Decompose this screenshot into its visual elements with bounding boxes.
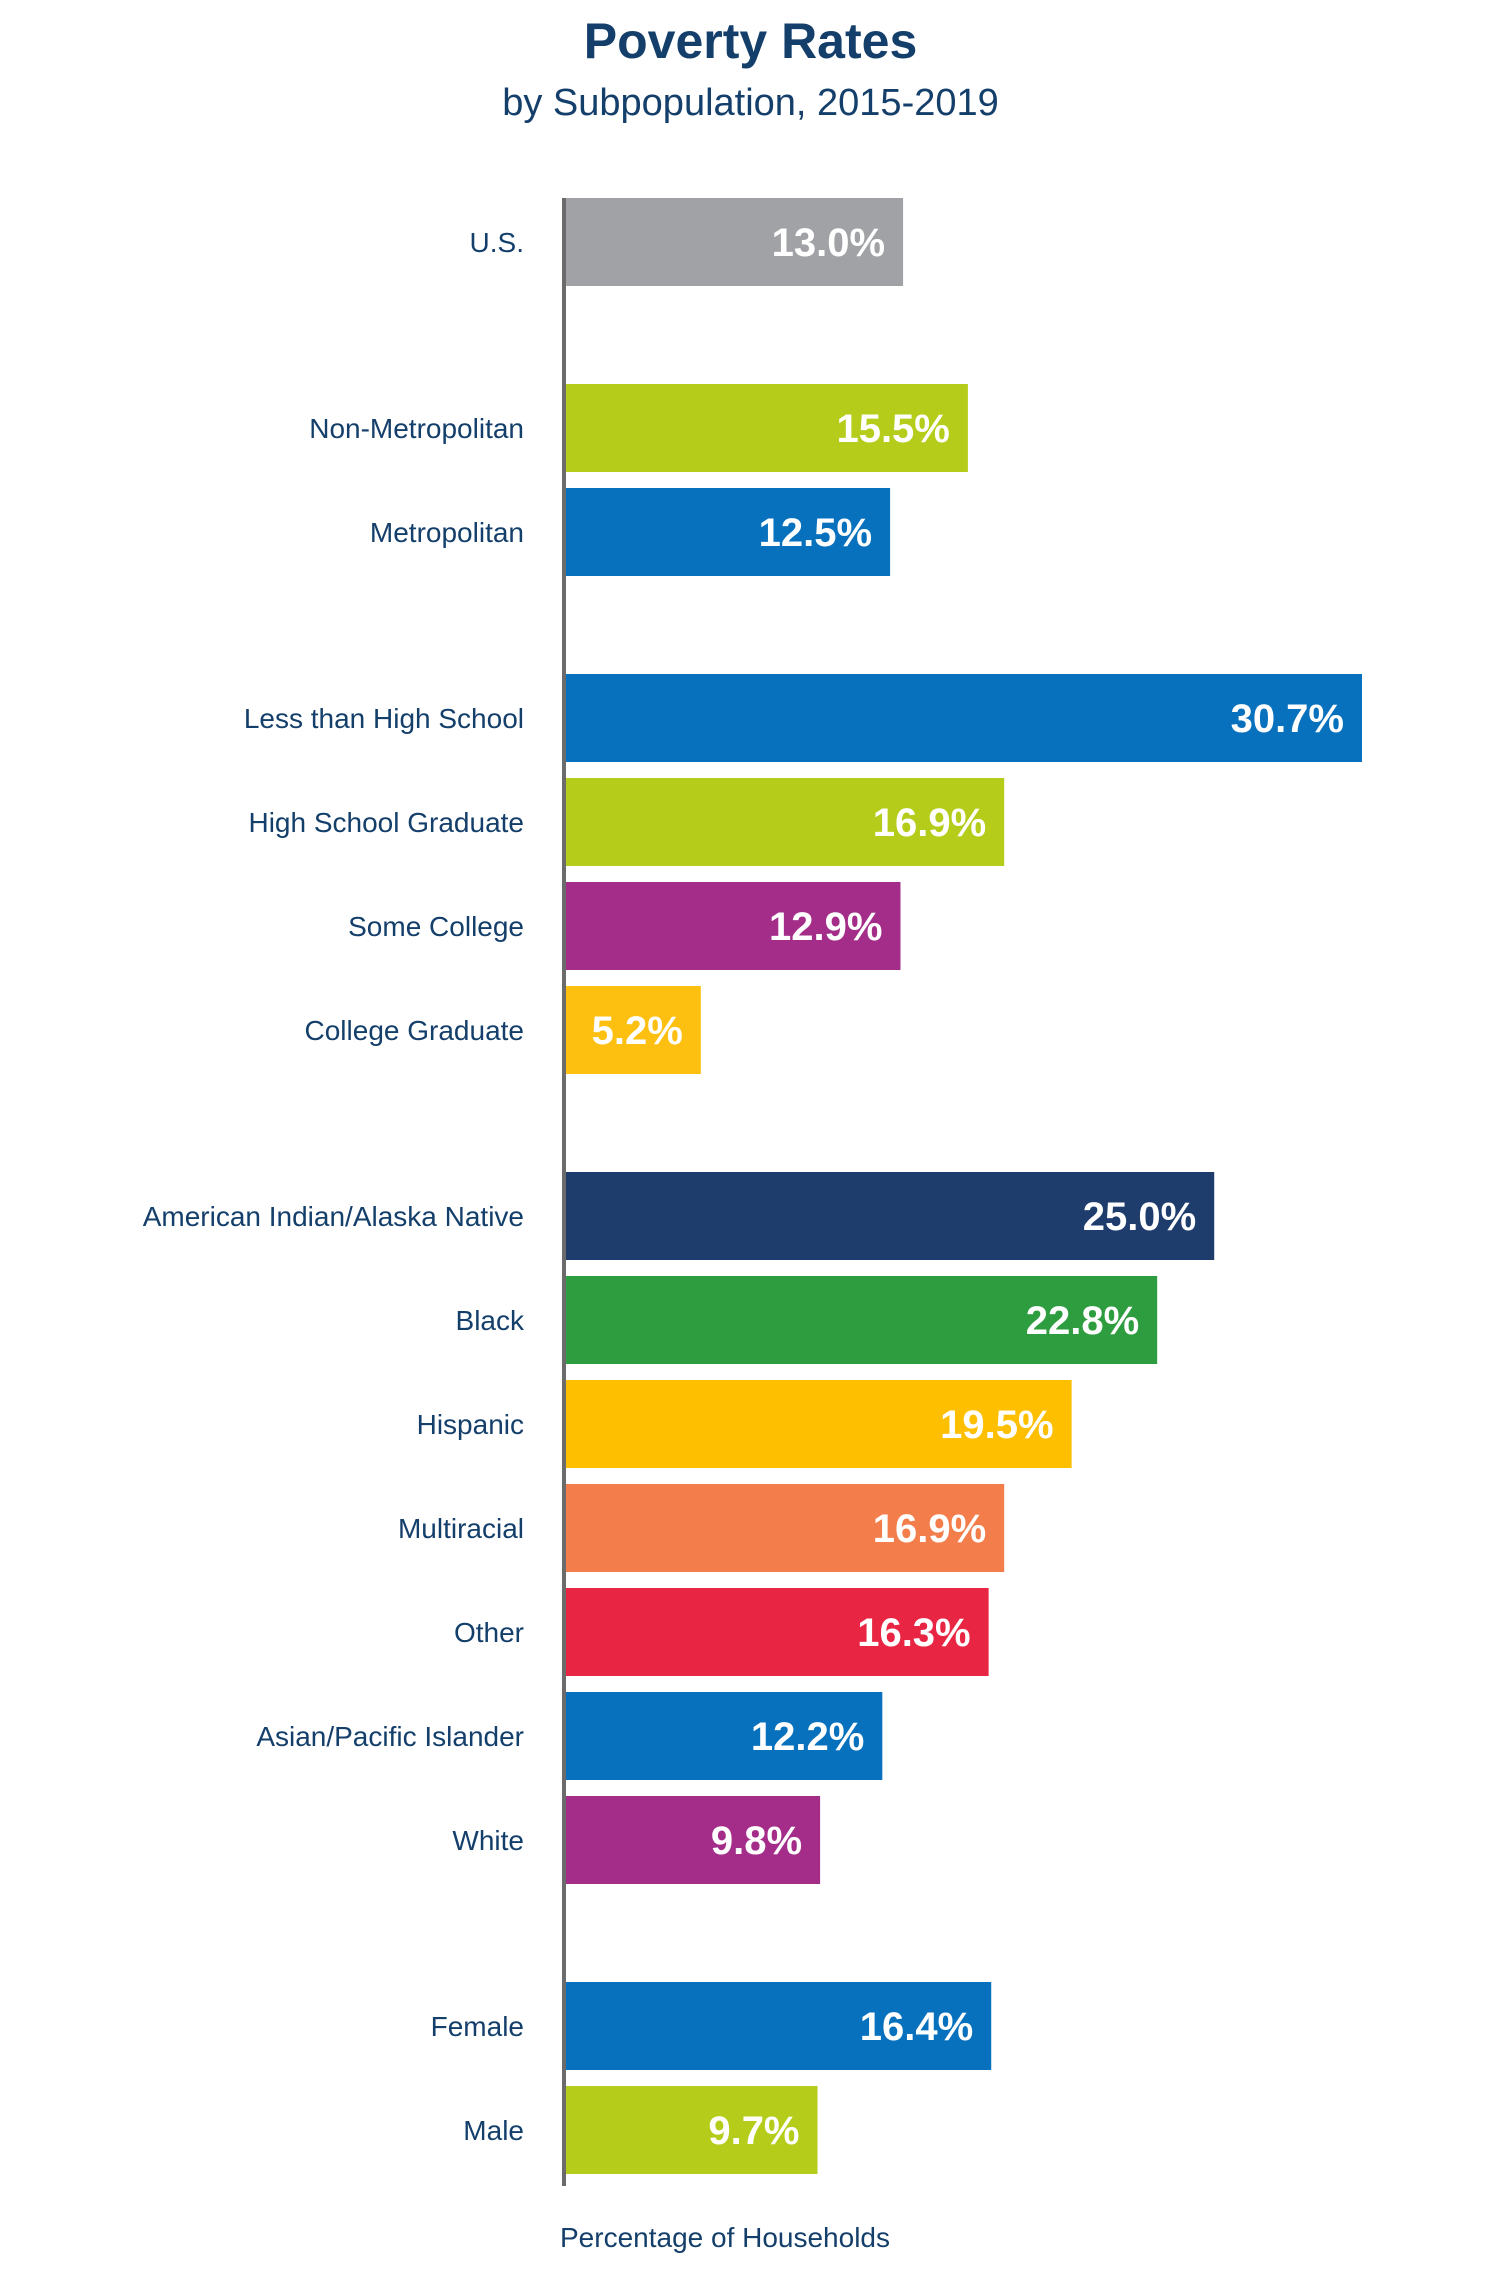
category-label: Asian/Pacific Islander	[256, 1721, 524, 1752]
value-label: 12.9%	[769, 905, 882, 949]
category-label: U.S.	[470, 227, 524, 258]
category-label: Black	[456, 1305, 525, 1336]
category-label: Non-Metropolitan	[309, 413, 524, 444]
value-label: 9.8%	[711, 1819, 802, 1863]
bar	[566, 1276, 1158, 1364]
x-axis-label: Percentage of Households	[560, 2222, 890, 2253]
category-label: Multiracial	[398, 1513, 524, 1544]
category-label: College Graduate	[305, 1015, 524, 1046]
bar	[566, 1172, 1215, 1260]
value-label: 12.2%	[751, 1715, 864, 1759]
bar	[566, 778, 1005, 866]
bar	[566, 1796, 821, 1884]
bar	[566, 2086, 818, 2174]
value-label: 16.9%	[873, 801, 986, 845]
category-label: Male	[463, 2115, 524, 2146]
bar	[566, 1588, 989, 1676]
category-label: Female	[431, 2011, 524, 2042]
value-label: 9.7%	[708, 2109, 799, 2153]
bar	[566, 986, 701, 1074]
category-label: High School Graduate	[248, 807, 524, 838]
category-label: White	[452, 1825, 524, 1856]
bar	[566, 1380, 1072, 1468]
category-label: Hispanic	[417, 1409, 524, 1440]
value-label: 22.8%	[1026, 1299, 1139, 1343]
bar	[566, 674, 1362, 762]
chart-subtitle: by Subpopulation, 2015-2019	[502, 82, 999, 124]
bar	[566, 198, 904, 286]
value-label: 30.7%	[1231, 697, 1344, 741]
value-label: 16.4%	[860, 2005, 973, 2049]
category-label: Some College	[348, 911, 524, 942]
bar	[566, 882, 901, 970]
value-label: 13.0%	[772, 221, 885, 265]
category-label: Other	[454, 1617, 524, 1648]
bar	[566, 488, 891, 576]
value-label: 15.5%	[836, 407, 949, 451]
value-label: 5.2%	[592, 1009, 683, 1053]
value-label: 19.5%	[940, 1403, 1053, 1447]
value-label: 25.0%	[1083, 1195, 1196, 1239]
bar	[566, 1484, 1005, 1572]
category-label: American Indian/Alaska Native	[143, 1201, 524, 1232]
bar	[566, 1982, 992, 2070]
value-label: 16.9%	[873, 1507, 986, 1551]
category-label: Metropolitan	[370, 517, 524, 548]
chart-title: Poverty Rates	[583, 13, 918, 69]
value-label: 16.3%	[857, 1611, 970, 1655]
bar	[566, 1692, 883, 1780]
value-label: 12.5%	[759, 511, 872, 555]
category-label: Less than High School	[244, 703, 524, 734]
bar	[566, 384, 968, 472]
